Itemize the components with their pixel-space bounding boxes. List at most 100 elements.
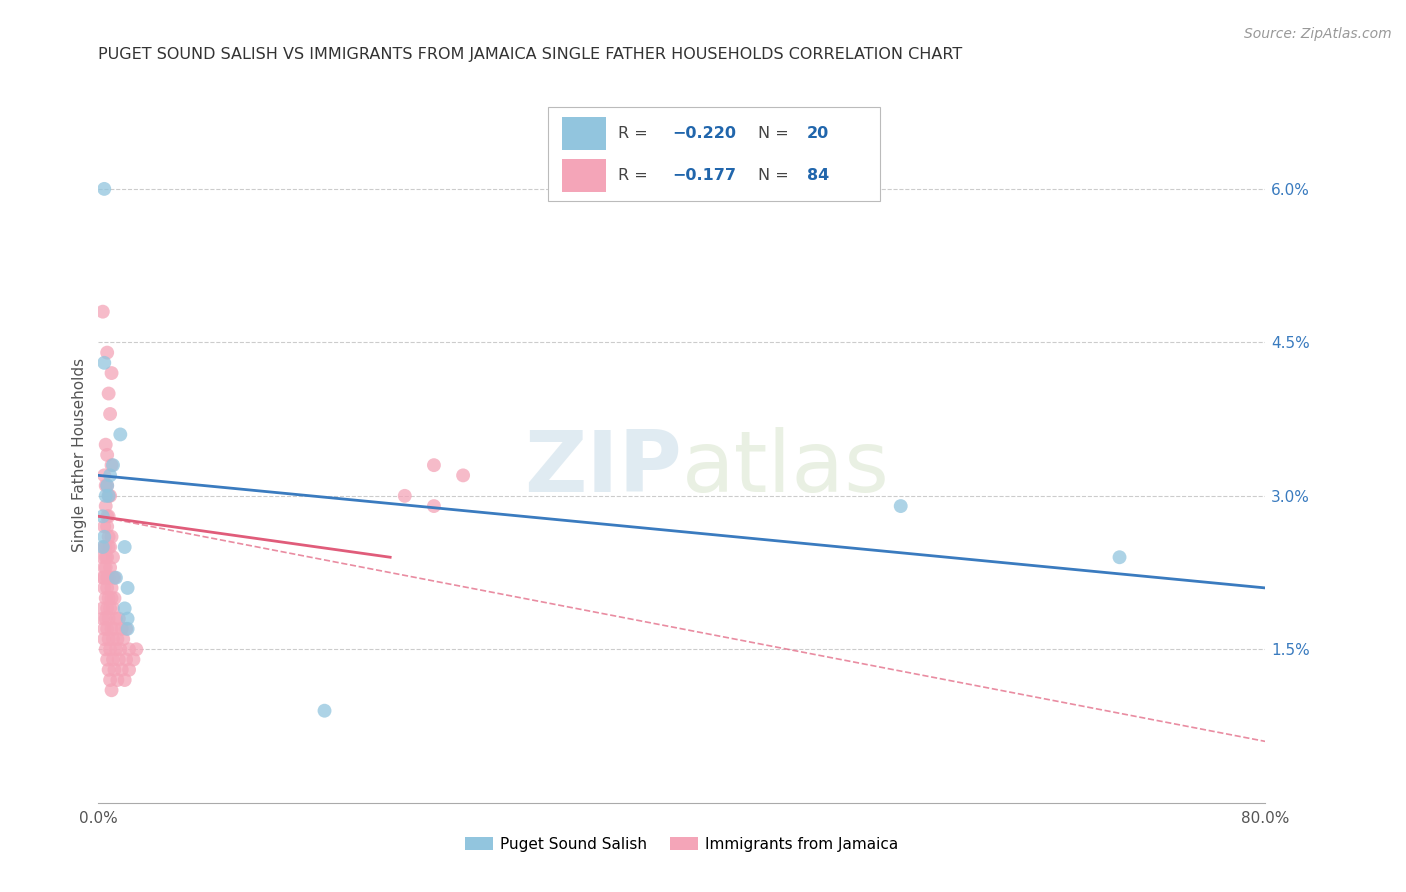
Point	[103, 591, 125, 606]
Point	[98, 642, 121, 657]
Point	[105, 673, 128, 687]
Point	[98, 673, 121, 687]
Text: 20: 20	[807, 126, 830, 141]
Point	[91, 601, 114, 615]
Point	[103, 571, 125, 585]
Point	[100, 458, 122, 472]
Point	[93, 182, 115, 196]
Point	[101, 458, 124, 472]
Point	[112, 632, 135, 646]
Point	[98, 468, 121, 483]
Text: N =: N =	[758, 168, 793, 183]
Point	[104, 642, 127, 657]
Point	[93, 519, 115, 533]
Text: PUGET SOUND SALISH VS IMMIGRANTS FROM JAMAICA SINGLE FATHER HOUSEHOLDS CORRELATI: PUGET SOUND SALISH VS IMMIGRANTS FROM JA…	[98, 47, 963, 62]
Point	[96, 581, 118, 595]
Point	[118, 642, 141, 657]
Point	[91, 509, 114, 524]
Point	[94, 550, 117, 565]
Point	[115, 652, 138, 666]
Point	[96, 345, 118, 359]
Point	[97, 571, 120, 585]
Text: atlas: atlas	[682, 427, 890, 510]
Point	[100, 591, 122, 606]
Point	[98, 489, 121, 503]
Point	[93, 540, 115, 554]
Point	[97, 489, 120, 503]
Point	[96, 519, 118, 533]
Point	[97, 540, 120, 554]
Point	[97, 489, 120, 503]
Point	[96, 601, 118, 615]
Point	[98, 407, 121, 421]
Y-axis label: Single Father Households: Single Father Households	[72, 358, 87, 552]
Point	[104, 612, 127, 626]
Point	[96, 652, 118, 666]
Point	[97, 632, 120, 646]
Point	[423, 499, 446, 513]
Point	[94, 560, 117, 574]
Point	[93, 560, 115, 574]
Point	[96, 550, 118, 565]
Point	[91, 571, 114, 585]
Point	[117, 622, 139, 636]
Point	[93, 571, 115, 585]
Point	[91, 612, 114, 626]
Point	[96, 448, 118, 462]
Point	[100, 366, 122, 380]
Point	[451, 468, 474, 483]
Text: N =: N =	[758, 126, 793, 141]
Text: R =: R =	[617, 168, 652, 183]
Point	[96, 478, 118, 492]
Point	[96, 509, 118, 524]
Point	[100, 622, 122, 636]
Point	[125, 642, 148, 657]
Point	[108, 612, 131, 626]
Point	[94, 499, 117, 513]
Point	[114, 540, 136, 554]
Point	[93, 530, 115, 544]
Point	[91, 540, 114, 554]
Point	[98, 540, 121, 554]
Point	[118, 663, 141, 677]
Point	[105, 632, 128, 646]
Point	[94, 438, 117, 452]
Point	[101, 632, 124, 646]
Text: −0.220: −0.220	[672, 126, 737, 141]
FancyBboxPatch shape	[548, 107, 880, 201]
Text: Source: ZipAtlas.com: Source: ZipAtlas.com	[1244, 27, 1392, 41]
Point	[110, 642, 132, 657]
Point	[97, 663, 120, 677]
Point	[394, 489, 416, 503]
Point	[117, 612, 139, 626]
Point	[93, 356, 115, 370]
Point	[1108, 550, 1130, 565]
Point	[98, 560, 121, 574]
Point	[110, 427, 132, 442]
Point	[111, 663, 134, 677]
Point	[104, 571, 127, 585]
Point	[93, 581, 115, 595]
Point	[108, 652, 131, 666]
Point	[94, 642, 117, 657]
Point	[122, 652, 145, 666]
Text: 84: 84	[807, 168, 830, 183]
Text: R =: R =	[617, 126, 652, 141]
Point	[314, 704, 336, 718]
Point	[101, 571, 124, 585]
Point	[100, 530, 122, 544]
Point	[97, 591, 120, 606]
Point	[93, 632, 115, 646]
Point	[94, 591, 117, 606]
Point	[94, 540, 117, 554]
Point	[94, 489, 117, 503]
Bar	[562, 159, 606, 192]
Point	[101, 550, 124, 565]
Text: ZIP: ZIP	[524, 427, 682, 510]
Point	[97, 386, 120, 401]
Legend: Puget Sound Salish, Immigrants from Jamaica: Puget Sound Salish, Immigrants from Jama…	[460, 830, 904, 858]
Point	[93, 622, 115, 636]
Point	[96, 622, 118, 636]
Point	[111, 622, 134, 636]
Point	[101, 652, 124, 666]
